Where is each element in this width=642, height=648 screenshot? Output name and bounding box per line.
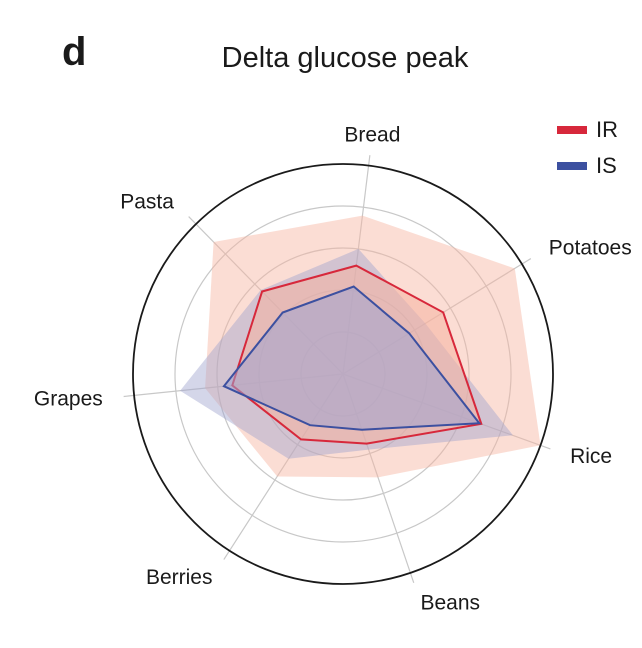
- radar-series: [132, 163, 554, 585]
- legend-label-is: IS: [596, 153, 617, 178]
- radar-axis-labels: Bread Potatoes Rice Beans Berries Grapes Pasta: [34, 123, 632, 614]
- legend-swatch-ir: [557, 126, 587, 134]
- axis-label-rice: Rice: [570, 445, 612, 468]
- axis-label-beans: Beans: [421, 592, 481, 615]
- series-is: [222, 285, 482, 431]
- legend-item-is: IS: [557, 148, 618, 184]
- panel-letter: d: [62, 30, 87, 74]
- axis-label-potatoes: Potatoes: [549, 237, 632, 260]
- legend-item-ir: IR: [557, 112, 618, 148]
- axis-label-berries: Berries: [146, 566, 213, 589]
- outer-ring: [132, 163, 554, 585]
- axis-label-bread: Bread: [344, 123, 400, 146]
- grid-ring: [174, 205, 512, 543]
- axis-label-grapes: Grapes: [34, 388, 103, 411]
- chart-title: Delta glucose peak: [221, 42, 469, 74]
- legend: IR IS: [557, 112, 618, 184]
- axis-label-pasta: Pasta: [120, 191, 174, 214]
- legend-swatch-is: [557, 162, 587, 170]
- grid-ring: [216, 247, 470, 501]
- legend-label-ir: IR: [596, 117, 618, 142]
